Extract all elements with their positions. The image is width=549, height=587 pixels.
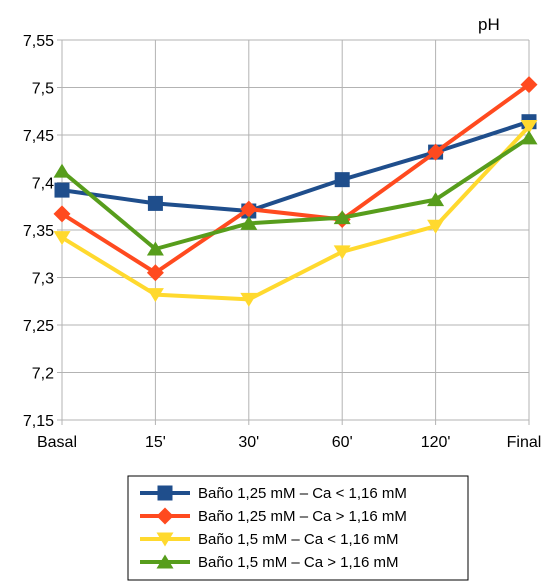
legend: Baño 1,25 mM – Ca < 1,16 mM Baño 1,25 mM … xyxy=(127,475,469,581)
series-4 xyxy=(53,130,538,256)
data-point xyxy=(146,241,164,256)
series-line xyxy=(60,125,531,302)
y-tick-label: 7,55 xyxy=(23,33,54,50)
series-line xyxy=(60,136,531,251)
data-point xyxy=(520,76,538,94)
legend-label: Baño 1,5 mM – Ca < 1,16 mM xyxy=(198,531,399,548)
axes: 7,15 7,2 7,25 7,3 7,35 7,4 7,45 7,5 7,55 Basal 15'… xyxy=(23,33,541,451)
series-line xyxy=(60,83,531,275)
legend-entry: Baño 1,5 mM – Ca < 1,16 mM xyxy=(140,531,399,548)
x-tick-label: Final xyxy=(507,434,542,451)
data-point xyxy=(146,288,164,303)
data-point xyxy=(334,172,350,188)
data-point xyxy=(427,192,445,207)
data-point xyxy=(53,163,71,178)
y-tick-label: 7,25 xyxy=(23,318,54,335)
data-point xyxy=(53,205,71,223)
data-point xyxy=(147,195,163,211)
x-tick-label: 60' xyxy=(332,434,353,451)
data-point xyxy=(146,264,164,282)
legend-marker xyxy=(156,532,174,547)
gridlines xyxy=(61,39,530,425)
series-line xyxy=(61,119,530,213)
series-3 xyxy=(53,119,538,307)
data-point xyxy=(240,292,258,307)
data-point xyxy=(53,231,71,246)
x-tick-label: Basal xyxy=(37,434,77,451)
legend-entry: Baño 1,5 mM – Ca > 1,16 mM xyxy=(140,554,399,571)
x-tick-label: 30' xyxy=(238,434,259,451)
y-axis-title: pH xyxy=(478,15,500,34)
series-layer xyxy=(53,76,538,307)
data-point xyxy=(333,245,351,260)
legend-entry: Baño 1,25 mM – Ca > 1,16 mM xyxy=(140,507,407,525)
legend-label: Baño 1,25 mM – Ca < 1,16 mM xyxy=(198,485,407,502)
y-tick-label: 7,35 xyxy=(23,223,54,240)
y-tick-label: 7,5 xyxy=(32,81,54,98)
data-point xyxy=(54,182,70,198)
data-point xyxy=(240,200,258,218)
x-tick-label: 120' xyxy=(421,434,451,451)
y-tick-label: 7,45 xyxy=(23,128,54,145)
legend-marker xyxy=(157,485,173,501)
data-point xyxy=(427,219,445,234)
y-tick-label: 7,15 xyxy=(23,413,54,430)
data-point xyxy=(520,130,538,145)
legend-label: Baño 1,5 mM – Ca > 1,16 mM xyxy=(198,554,399,571)
y-tick-label: 7,4 xyxy=(32,176,54,193)
data-point xyxy=(427,143,445,161)
data-point xyxy=(333,210,351,225)
x-tick-label: 15' xyxy=(145,434,166,451)
legend-label: Baño 1,25 mM – Ca > 1,16 mM xyxy=(198,508,407,525)
legend-marker xyxy=(156,507,174,525)
legend-entry: Baño 1,25 mM – Ca < 1,16 mM xyxy=(140,485,407,502)
data-point xyxy=(520,119,538,134)
axis-labels: pH xyxy=(478,15,500,34)
y-tick-label: 7,2 xyxy=(32,366,54,383)
legend-marker xyxy=(156,554,174,569)
data-point xyxy=(240,215,258,230)
y-tick-label: 7,3 xyxy=(32,271,54,288)
